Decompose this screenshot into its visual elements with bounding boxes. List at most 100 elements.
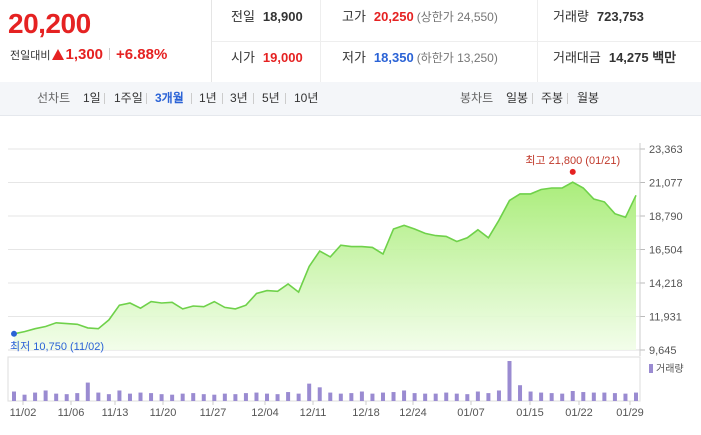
period-1w[interactable]: 1주일 — [114, 91, 143, 105]
volume-bar — [612, 393, 617, 401]
y-axis: 23,363 21,077 18,790 16,504 14,218 11,931 9,64… — [639, 143, 683, 357]
x-axis: 11/02 11/06 11/13 11/20 11/27 12/04 12/11 12/18… — [10, 401, 644, 419]
x-tick-label: 11/13 — [102, 407, 129, 419]
max-marker — [569, 168, 576, 175]
volume-bar — [338, 393, 343, 401]
volume-bar — [265, 393, 270, 401]
volume-bar — [570, 391, 575, 401]
up-arrow-icon — [52, 49, 65, 60]
volume-bar — [391, 392, 396, 401]
volume-bar — [602, 392, 607, 401]
lower-limit: (하한가 13,250) — [416, 51, 498, 65]
period-3y[interactable]: 3년 — [230, 91, 248, 105]
period-weekly-candle[interactable]: 주봉 — [541, 91, 564, 105]
volume-bar — [539, 392, 544, 401]
low-value: 18,350 — [373, 50, 414, 65]
change-label: 전일대비 — [10, 50, 51, 62]
volume-bar — [222, 393, 227, 401]
volume-label: 거래량 — [553, 9, 589, 24]
volume-panel: 거래량 — [7, 356, 684, 402]
volume-bar — [402, 390, 407, 401]
price-area — [14, 182, 636, 350]
divider — [109, 48, 111, 60]
min-label: 최저 10,750 (11/02) — [10, 340, 104, 353]
volume-bar — [444, 392, 449, 401]
y-tick-label: 16,504 — [649, 245, 683, 257]
y-tick-label: 9,645 — [649, 345, 677, 357]
period-daily-candle[interactable]: 일봉 — [506, 91, 529, 105]
volume-bar — [201, 394, 206, 401]
max-label: 최고 21,800 (01/21) — [525, 154, 620, 167]
period-1y[interactable]: 1년 — [199, 91, 217, 105]
volume-bar — [254, 392, 259, 401]
volume-bar — [623, 393, 628, 401]
volume-bar — [75, 393, 80, 401]
open-price: 시가 19,000 — [231, 41, 303, 82]
volume-bar — [328, 392, 333, 401]
volume-bar — [275, 394, 280, 401]
prev-close-label: 전일 — [231, 9, 255, 24]
change-percent: +6.88% — [116, 46, 168, 63]
volume-bar — [560, 393, 565, 401]
prev-close-value: 18,900 — [262, 9, 303, 24]
stats-table: 전일 18,900 고가 20,250 (상한가 24,550) 거래량 723,753… — [212, 0, 701, 82]
volume-bar — [486, 393, 491, 401]
period-1d[interactable]: 1일 — [83, 91, 101, 105]
volume-bar — [85, 382, 90, 401]
open-label: 시가 — [231, 50, 255, 65]
price-change: 전일대비 1,300 +6.88% — [10, 46, 167, 63]
divider — [532, 93, 533, 104]
high-value: 20,250 — [373, 9, 414, 24]
volume-legend-label: 거래량 — [656, 363, 684, 375]
volume-value: 723,753 — [596, 9, 644, 24]
volume-bar — [243, 393, 248, 401]
volume-bar — [33, 392, 38, 401]
y-tick-label: 11,931 — [649, 312, 682, 324]
period-10y[interactable]: 10년 — [294, 91, 319, 105]
volume-bar — [180, 393, 185, 401]
volume-bar — [117, 390, 122, 401]
line-chart-label: 선차트 — [37, 91, 71, 105]
period-5y[interactable]: 5년 — [262, 91, 280, 105]
candle-chart-label: 봉차트 — [460, 91, 494, 105]
y-tick-label: 21,077 — [649, 177, 683, 189]
x-tick-label: 01/15 — [516, 407, 544, 419]
upper-limit: (상한가 24,550) — [416, 10, 498, 24]
divider — [191, 93, 192, 104]
x-tick-label: 12/24 — [399, 407, 427, 419]
chart-annotations: 최고 21,800 (01/21) 최저 10,750 (11/02) — [10, 154, 620, 353]
volume-bar — [507, 361, 512, 401]
volume-bar — [54, 393, 59, 401]
volume-bar — [138, 392, 143, 401]
volume-bar — [307, 383, 312, 401]
volume-bar — [475, 391, 480, 401]
price-chart: 23,363 21,077 18,790 16,504 14,218 11,931 9,64… — [7, 143, 684, 419]
volume-bar — [64, 394, 69, 401]
x-tick-label: 12/11 — [300, 407, 327, 419]
min-marker — [11, 330, 17, 337]
x-tick-label: 12/18 — [352, 407, 380, 419]
price-line — [13, 181, 637, 335]
current-price: 20,200 — [8, 8, 91, 39]
period-3m[interactable]: 3개월 — [155, 91, 184, 105]
volume-bar — [359, 391, 364, 401]
quote-summary: 20,200 전일대비 1,300 +6.88% 전일 18,900 고가 20,250… — [0, 0, 701, 83]
divider — [567, 93, 568, 104]
amount-label: 거래대금 — [553, 50, 601, 65]
stats-row-2: 시가 19,000 저가 18,350 (하한가 13,250) 거래대금 14,275… — [212, 41, 701, 82]
period-monthly-candle[interactable]: 월봉 — [577, 91, 600, 105]
volume-bar — [591, 392, 596, 401]
volume-bar — [317, 387, 322, 401]
x-tick-label: 11/20 — [150, 407, 177, 419]
x-tick-label: 01/29 — [616, 407, 644, 419]
volume-bar — [370, 393, 375, 401]
x-tick-label: 01/07 — [457, 407, 485, 419]
volume-bar — [518, 385, 523, 401]
volume-bar — [170, 394, 175, 401]
volume: 거래량 723,753 — [553, 0, 644, 41]
volume-bar — [549, 393, 554, 401]
high-price: 고가 20,250 (상한가 24,550) — [342, 0, 498, 41]
y-tick-label: 14,218 — [649, 278, 683, 290]
x-tick-label: 12/04 — [251, 407, 279, 419]
y-tick-label: 23,363 — [649, 144, 683, 156]
